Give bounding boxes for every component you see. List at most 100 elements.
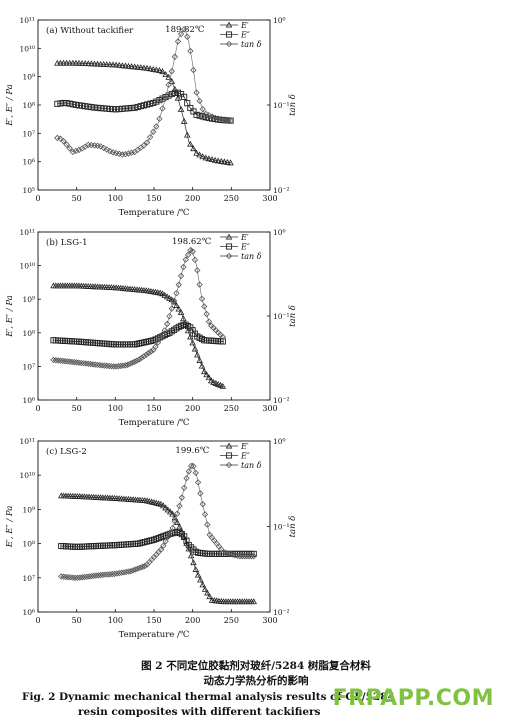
data-point	[198, 362, 206, 369]
data-point	[78, 574, 86, 581]
data-point	[194, 571, 202, 578]
data-point	[99, 362, 106, 369]
data-point	[184, 251, 192, 259]
data-point	[103, 362, 110, 369]
y-left-tick-label: 10⁶	[22, 158, 35, 167]
legend-label: E″	[240, 31, 250, 40]
data-point	[190, 559, 197, 566]
data-point	[90, 572, 97, 580]
data-point	[194, 267, 201, 274]
data-point	[88, 104, 95, 111]
series-line-1	[53, 285, 224, 387]
data-point	[159, 68, 166, 75]
y-left-axis-label: E′, E″ / Pa	[5, 295, 15, 338]
data-point	[202, 154, 210, 161]
x-tick-label: 100	[108, 404, 123, 413]
y-right-tick-label: 10⁰	[273, 16, 286, 25]
data-point	[153, 66, 160, 73]
data-point	[143, 64, 151, 71]
data-point	[103, 105, 110, 112]
data-point	[201, 511, 209, 518]
data-point	[78, 359, 85, 367]
data-point	[161, 291, 169, 298]
legend-label: E″	[240, 243, 250, 252]
data-point	[174, 510, 181, 517]
data-point	[211, 156, 219, 163]
data-point	[208, 115, 216, 122]
data-point	[91, 60, 98, 67]
data-point	[185, 468, 192, 475]
x-axis-label: Temperature /℃	[119, 630, 190, 640]
legend-marker	[225, 461, 233, 469]
data-point	[127, 568, 134, 575]
data-point	[74, 574, 81, 582]
data-point	[156, 97, 163, 104]
data-point	[191, 345, 199, 352]
data-point	[72, 101, 79, 108]
data-point	[134, 63, 142, 70]
data-point	[52, 357, 59, 364]
data-point	[204, 589, 211, 596]
data-point	[80, 360, 87, 367]
data-point	[159, 95, 166, 102]
data-point	[163, 320, 171, 328]
data-point	[82, 360, 90, 367]
data-point	[159, 331, 166, 338]
data-point	[58, 573, 65, 580]
data-point	[61, 358, 69, 365]
data-point	[187, 47, 194, 55]
data-point	[119, 62, 126, 69]
data-point	[109, 570, 116, 578]
data-point	[194, 351, 201, 358]
data-point	[250, 552, 257, 560]
y-left-tick-label: 10⁶	[22, 396, 35, 405]
data-point	[116, 106, 123, 113]
data-point	[192, 469, 199, 476]
data-point	[109, 106, 117, 113]
y-left-axis-label: E′, E″ / Pa	[5, 84, 15, 127]
data-point	[84, 60, 92, 67]
data-point	[85, 573, 93, 580]
x-tick-label: 250	[224, 194, 239, 203]
data-point	[112, 61, 120, 68]
data-point	[140, 102, 147, 109]
data-point	[69, 148, 76, 156]
panel-label: (a) Without tackifier	[46, 25, 134, 36]
y-left-tick-label: 10¹⁰	[19, 471, 35, 480]
data-point	[176, 502, 183, 510]
data-point	[236, 552, 244, 560]
data-point	[109, 61, 117, 68]
data-point	[170, 297, 178, 305]
data-point	[166, 313, 173, 320]
legend-label: tan δ	[241, 40, 262, 49]
data-point	[173, 302, 180, 308]
data-point	[173, 290, 180, 297]
data-point	[227, 159, 234, 166]
data-point	[75, 146, 83, 154]
data-point	[140, 353, 148, 360]
data-point	[180, 117, 188, 124]
data-point	[162, 538, 169, 545]
caption-zh-line1: 图 2 不同定位胶黏剂对玻纤/5284 树脂复合材料	[141, 660, 371, 672]
x-tick-label: 150	[146, 194, 161, 203]
x-tick-label: 50	[72, 616, 82, 625]
x-tick-label: 250	[224, 616, 239, 625]
x-tick-label: 200	[185, 194, 200, 203]
data-point	[60, 59, 67, 66]
data-point	[63, 141, 70, 148]
data-point	[177, 106, 185, 112]
data-point	[134, 103, 141, 110]
data-point	[169, 524, 176, 532]
data-point	[137, 103, 144, 110]
data-point	[214, 157, 222, 164]
chart-panel-2: 0 50 100 150 200 250 300 10⁶ 10⁷ 10⁸ 10⁹ 10¹⁰ 10¹¹ 10…	[5, 228, 298, 428]
data-point	[62, 573, 70, 581]
data-point	[96, 361, 104, 369]
data-point	[129, 359, 136, 366]
y-right-tick-label: 10⁻²	[273, 186, 290, 195]
data-point	[198, 295, 206, 303]
data-point	[136, 564, 144, 571]
data-point	[171, 518, 179, 525]
caption-en-line1: Fig. 2 Dynamic mechanical thermal analys…	[22, 691, 395, 703]
data-point	[208, 113, 216, 120]
